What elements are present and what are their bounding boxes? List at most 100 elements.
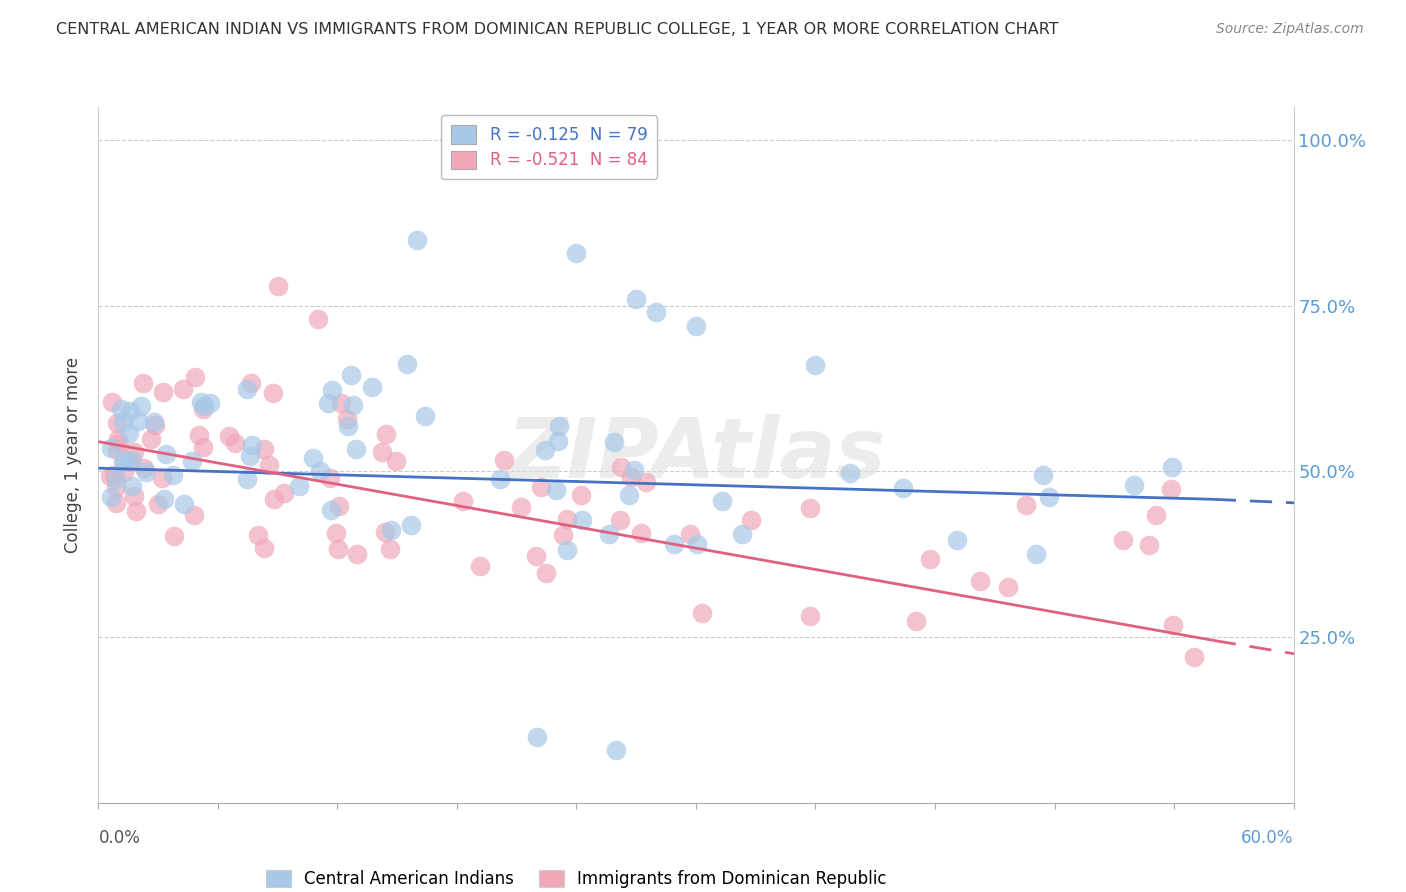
Point <box>152 384 174 399</box>
Point <box>325 526 347 541</box>
Point <box>190 395 212 409</box>
Point <box>406 233 429 247</box>
Point <box>328 499 350 513</box>
Point <box>112 465 135 479</box>
Point <box>571 513 593 527</box>
Point <box>534 566 557 581</box>
Point <box>609 460 631 475</box>
Point <box>569 488 592 502</box>
Point <box>551 528 574 542</box>
Point <box>240 376 263 390</box>
Point <box>711 494 734 508</box>
Point <box>1032 467 1054 482</box>
Point <box>152 492 174 507</box>
Point <box>108 436 131 450</box>
Point <box>114 454 136 468</box>
Point <box>565 245 588 260</box>
Point <box>1144 508 1167 523</box>
Point <box>623 463 645 477</box>
Point <box>183 508 205 522</box>
Point <box>617 488 640 502</box>
Point <box>374 525 396 540</box>
Point <box>252 442 274 456</box>
Point <box>105 416 128 430</box>
Point <box>107 442 129 457</box>
Legend: R = -0.125  N = 79, R = -0.521  N = 84: R = -0.125 N = 79, R = -0.521 N = 84 <box>441 115 658 179</box>
Point <box>240 438 263 452</box>
Point <box>143 415 166 429</box>
Point <box>267 279 290 293</box>
Point <box>1160 459 1182 474</box>
Point <box>385 454 408 468</box>
Y-axis label: College, 1 year or more: College, 1 year or more <box>65 357 83 553</box>
Point <box>218 429 240 443</box>
Point <box>946 533 969 547</box>
Point <box>969 574 991 588</box>
Point <box>360 380 382 394</box>
Point <box>380 542 402 557</box>
Point <box>118 425 141 440</box>
Point <box>413 409 436 423</box>
Point <box>236 472 259 486</box>
Point <box>346 547 368 561</box>
Point <box>1161 618 1184 632</box>
Point <box>236 382 259 396</box>
Point <box>1111 533 1133 547</box>
Text: ZIPAtlas: ZIPAtlas <box>506 415 886 495</box>
Point <box>626 292 648 306</box>
Point <box>112 455 135 469</box>
Point <box>135 465 157 479</box>
Point <box>172 382 194 396</box>
Point <box>685 318 707 333</box>
Point <box>319 503 342 517</box>
Point <box>316 395 339 409</box>
Point <box>246 528 269 542</box>
Point <box>307 312 329 326</box>
Point <box>105 496 128 510</box>
Point <box>224 435 246 450</box>
Point <box>380 523 402 537</box>
Point <box>155 447 177 461</box>
Point <box>544 483 567 497</box>
Text: CENTRAL AMERICAN INDIAN VS IMMIGRANTS FROM DOMINICAN REPUBLIC COLLEGE, 1 YEAR OR: CENTRAL AMERICAN INDIAN VS IMMIGRANTS FR… <box>56 22 1059 37</box>
Point <box>555 512 578 526</box>
Point <box>451 494 474 508</box>
Point <box>301 451 323 466</box>
Point <box>605 743 627 757</box>
Point <box>547 419 569 434</box>
Point <box>262 386 284 401</box>
Point <box>662 536 685 550</box>
Point <box>173 497 195 511</box>
Point <box>686 536 709 550</box>
Point <box>141 432 163 446</box>
Point <box>148 498 170 512</box>
Point <box>132 461 155 475</box>
Point <box>191 440 214 454</box>
Point <box>125 504 148 518</box>
Point <box>799 501 821 516</box>
Point <box>492 452 515 467</box>
Point <box>143 418 166 433</box>
Point <box>344 442 367 457</box>
Point <box>838 466 860 480</box>
Point <box>163 529 186 543</box>
Point <box>555 543 578 558</box>
Point <box>534 443 557 458</box>
Point <box>193 399 215 413</box>
Point <box>645 305 668 319</box>
Point <box>184 370 207 384</box>
Point <box>804 359 827 373</box>
Point <box>598 527 620 541</box>
Point <box>110 401 132 416</box>
Point <box>107 432 129 446</box>
Point <box>340 368 363 383</box>
Point <box>336 419 359 434</box>
Point <box>690 606 713 620</box>
Point <box>679 527 702 541</box>
Point <box>257 458 280 473</box>
Point <box>127 414 149 428</box>
Point <box>98 469 121 483</box>
Point <box>100 491 122 505</box>
Point <box>997 580 1019 594</box>
Text: 60.0%: 60.0% <box>1241 829 1294 847</box>
